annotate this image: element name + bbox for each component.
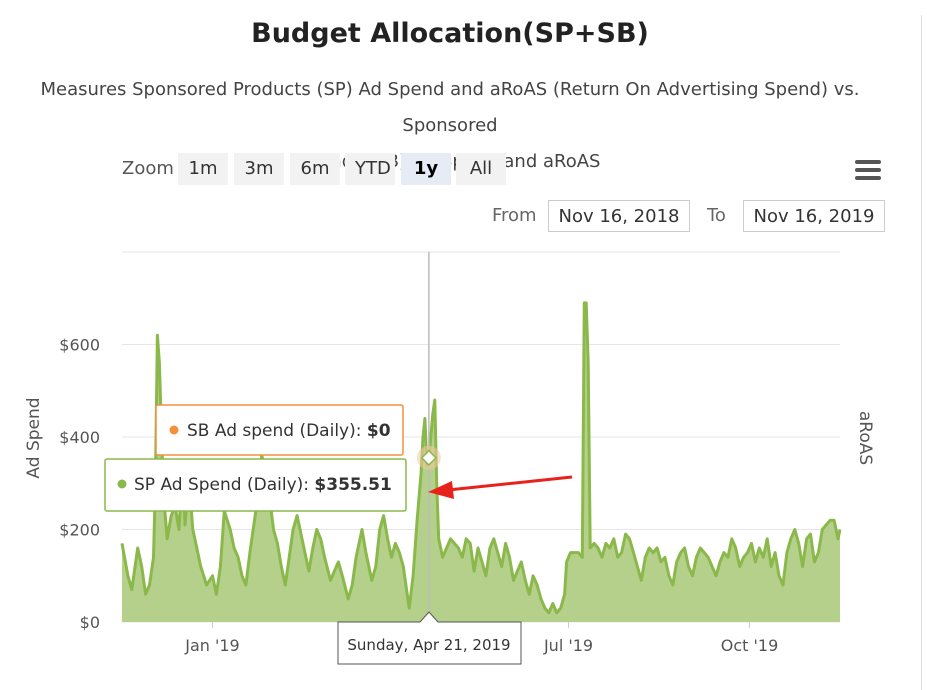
y-ticks: $0 $200 $400 $600: [59, 336, 100, 633]
date-flag: Sunday, Apr 21, 2019: [337, 611, 522, 665]
annotation-arrow: [428, 475, 573, 499]
zoom-button-all[interactable]: All: [456, 153, 506, 185]
zoom-button-6m[interactable]: 6m: [290, 153, 340, 185]
tooltip-sb: SB Ad spend (Daily): $0: [155, 404, 404, 456]
x-tick-label: Oct '19: [721, 636, 779, 655]
tooltip-sb-label: SB Ad spend (Daily):: [187, 421, 367, 441]
y-tick-label: $0: [80, 613, 100, 632]
y-tick-label: $200: [59, 521, 100, 540]
zoom-button-1y[interactable]: 1y: [401, 153, 451, 185]
sp-legend-dot: [117, 479, 127, 489]
svg-text:SB Ad spend (Daily): $0: SB Ad spend (Daily): $0: [187, 421, 391, 441]
range-from-input[interactable]: [548, 200, 690, 232]
sb-legend-dot: [169, 425, 179, 435]
sp-hover-marker[interactable]: [420, 449, 438, 466]
tooltip-sp: SP Ad Spend (Daily): $355.51: [104, 458, 407, 512]
zoom-button-3m[interactable]: 3m: [234, 153, 284, 185]
right-border: [921, 15, 922, 690]
y-axis-title: Ad Spend: [24, 397, 44, 478]
x-tick-label: Jan '19: [184, 636, 240, 655]
tooltip-sp-value: $355.51: [314, 475, 391, 495]
sp-line: [120, 301, 842, 615]
hamburger-menu-icon[interactable]: [855, 160, 881, 182]
chart-title: Budget Allocation(SP+SB): [251, 18, 649, 49]
range-to-label: To: [707, 205, 726, 226]
y-tick-label: $400: [59, 428, 100, 447]
zoom-button-ytd[interactable]: YTD: [345, 153, 395, 185]
range-from-label: From: [492, 205, 537, 226]
tooltip-sp-label: SP Ad Spend (Daily):: [134, 475, 314, 495]
range-to-input[interactable]: [743, 200, 885, 232]
svg-text:SP Ad Spend (Daily): $3: SP Ad Spend (Daily): $355.51: [134, 475, 392, 495]
zoom-button-1m[interactable]: 1m: [178, 153, 228, 185]
tooltip-sb-value: $0: [367, 421, 391, 441]
x-tick-label: Jul '19: [543, 636, 593, 655]
date-flag-label: Sunday, Apr 21, 2019: [347, 636, 510, 654]
subtitle-line-1: Measures Sponsored Products (SP) Ad Spen…: [40, 79, 860, 136]
y-tick-label: $600: [59, 336, 100, 355]
zoom-label: Zoom: [122, 158, 174, 179]
y2-axis-title: aRoAS: [855, 411, 875, 465]
